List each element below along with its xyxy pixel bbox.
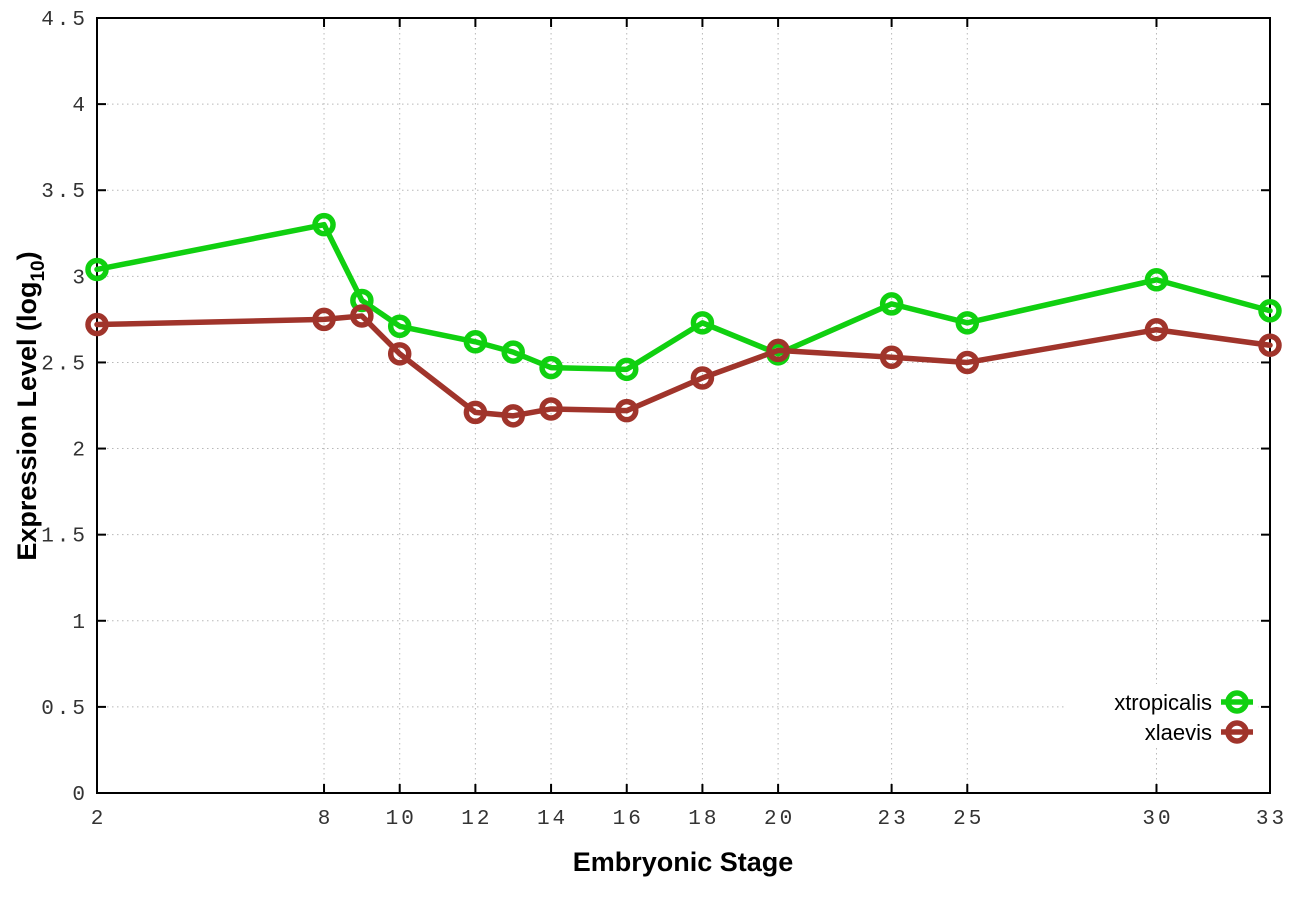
y-tick-label: 3.5	[41, 181, 88, 204]
y-tick-label: 4.5	[41, 9, 88, 32]
legend: xtropicalis xlaevis	[1064, 684, 1258, 748]
y-tick-label: 4	[72, 95, 88, 118]
marker-xlaevis	[1258, 333, 1282, 357]
marker-xlaevis	[766, 338, 790, 363]
marker-xlaevis	[539, 397, 563, 421]
x-tick-label: 20	[764, 808, 795, 831]
y-tick-label: 0.5	[41, 698, 88, 721]
marker-xtropicalis	[539, 355, 563, 380]
y-tick-label: 2	[72, 440, 88, 463]
marker-xlaevis	[350, 304, 374, 328]
y-tick-label: 1.5	[41, 526, 88, 549]
legend-sample-marker-xtropicalis	[1225, 690, 1249, 714]
marker-xtropicalis	[501, 340, 525, 364]
x-tick-label: 33	[1256, 808, 1287, 831]
marker-xtropicalis	[387, 314, 412, 339]
series-line-xlaevis	[94, 313, 1273, 419]
x-tick-label: 14	[537, 808, 568, 831]
marker-xlaevis	[312, 307, 336, 332]
y-tick-label: 2.5	[41, 353, 88, 376]
marker-xtropicalis	[690, 311, 715, 335]
marker-xtropicalis	[463, 330, 488, 354]
y-tick-label: 3	[72, 267, 88, 290]
marker-xtropicalis	[879, 292, 904, 316]
marker-xlaevis	[955, 350, 980, 375]
x-tick-label: 18	[688, 808, 719, 831]
marker-xlaevis	[1144, 317, 1169, 342]
marker-xtropicalis	[1144, 268, 1169, 292]
marker-xlaevis	[879, 345, 904, 370]
x-tick-label: 25	[953, 808, 984, 831]
legend-label-xtropicalis: xtropicalis	[1114, 690, 1212, 715]
x-tick-label: 30	[1142, 808, 1173, 831]
marker-xtropicalis	[85, 257, 109, 282]
series-line-xtropicalis	[94, 221, 1273, 373]
marker-xlaevis	[690, 366, 715, 390]
legend-sample-marker-xlaevis	[1225, 720, 1249, 744]
y-axis-title: Expression Level (log10)	[12, 251, 49, 560]
marker-xtropicalis	[1258, 299, 1282, 323]
y-axis-title-main: Expression Level (log	[12, 282, 42, 561]
marker-xlaevis	[614, 398, 639, 423]
marker-xlaevis	[463, 400, 488, 425]
x-axis-title: Embryonic Stage	[573, 847, 794, 877]
x-tick-label: 12	[461, 808, 492, 831]
marker-xlaevis	[387, 342, 412, 366]
legend-background	[1064, 684, 1258, 748]
x-tick-label: 10	[386, 808, 417, 831]
x-tick-label: 2	[91, 808, 107, 831]
y-axis-title-subscript: 10	[28, 260, 49, 281]
marker-xtropicalis	[312, 212, 336, 237]
marker-xlaevis	[501, 404, 525, 428]
marker-xtropicalis	[614, 357, 639, 382]
y-tick-label: 0	[72, 784, 88, 807]
x-tick-label: 16	[613, 808, 644, 831]
marker-xlaevis	[85, 312, 109, 337]
x-tick-label: 8	[318, 808, 334, 831]
y-axis-title-suffix: )	[12, 251, 42, 260]
plot-border	[96, 17, 1271, 794]
x-tick-label: 23	[878, 808, 909, 831]
y-tick-label: 1	[72, 612, 88, 635]
marker-xtropicalis	[955, 311, 980, 335]
legend-label-xlaevis: xlaevis	[1145, 720, 1212, 745]
